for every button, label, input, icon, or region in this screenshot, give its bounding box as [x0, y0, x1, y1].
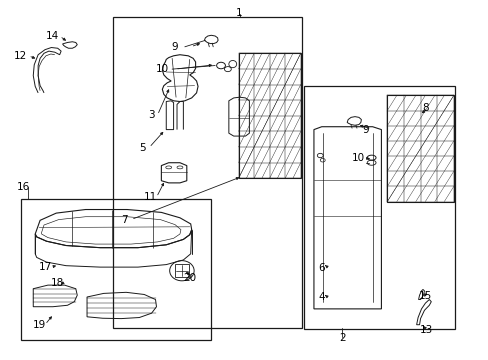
Text: 3: 3 — [148, 110, 155, 120]
Text: 8: 8 — [421, 103, 428, 113]
Text: 2: 2 — [338, 333, 345, 343]
Text: 17: 17 — [38, 262, 52, 272]
Bar — [174, 264, 189, 277]
Bar — [304, 86, 454, 329]
Text: 16: 16 — [17, 182, 30, 192]
Text: 14: 14 — [46, 31, 60, 41]
Text: 1: 1 — [236, 8, 243, 18]
Text: 12: 12 — [14, 51, 27, 61]
Text: 4: 4 — [318, 292, 325, 302]
Text: 19: 19 — [32, 320, 46, 330]
Text: 9: 9 — [171, 42, 178, 52]
Text: 15: 15 — [418, 291, 431, 301]
Text: 10: 10 — [156, 64, 168, 74]
Text: 9: 9 — [362, 125, 368, 135]
Text: 18: 18 — [51, 278, 64, 288]
Text: 7: 7 — [121, 215, 128, 225]
Text: 13: 13 — [419, 325, 432, 336]
Text: 10: 10 — [351, 153, 364, 163]
Text: 5: 5 — [139, 143, 146, 153]
Bar — [113, 17, 302, 328]
Text: 6: 6 — [318, 263, 325, 273]
Text: 11: 11 — [143, 192, 157, 202]
Bar — [20, 199, 211, 340]
Text: 20: 20 — [183, 273, 196, 283]
